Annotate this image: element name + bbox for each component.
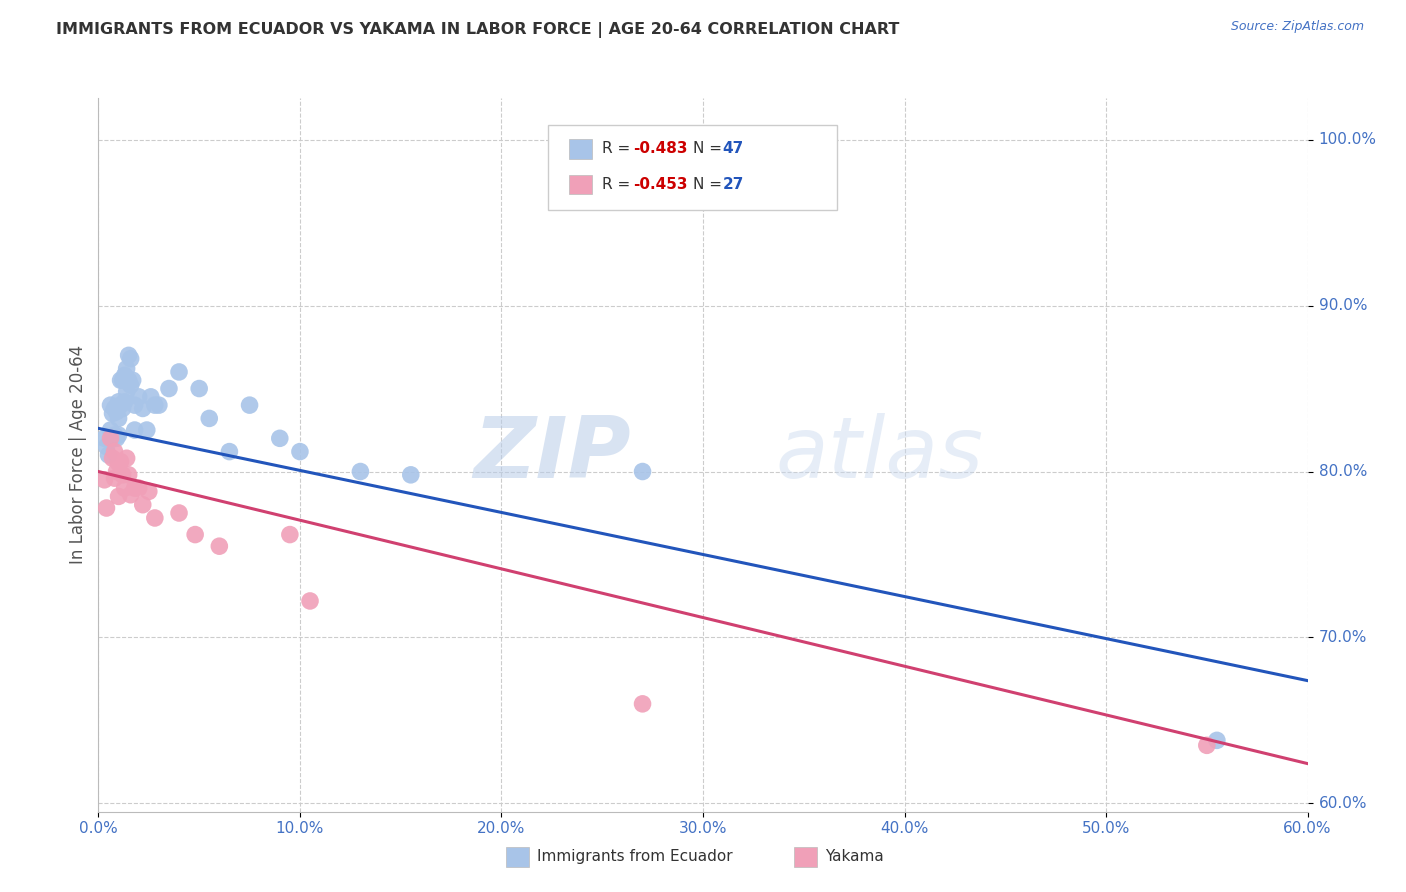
Point [110, 373, 132, 387]
Point [218, 444, 240, 458]
Text: N =: N = [693, 178, 727, 192]
Point [124, 423, 146, 437]
Point [100, 431, 122, 445]
Point [97, 448, 120, 462]
Text: 90.0%: 90.0% [1319, 298, 1367, 313]
Point [93, 431, 115, 445]
Text: 27: 27 [723, 178, 744, 192]
Point [110, 398, 132, 412]
Point [114, 481, 136, 495]
Point [631, 465, 654, 479]
Point [107, 394, 129, 409]
Text: -0.453: -0.453 [633, 178, 688, 192]
Point [96, 440, 118, 454]
Point [132, 498, 155, 512]
Point [128, 390, 150, 404]
Point [101, 406, 124, 420]
Point [120, 488, 142, 502]
Point [111, 401, 134, 416]
Point [118, 467, 141, 482]
Point [198, 411, 221, 425]
Point [115, 451, 138, 466]
Text: -0.483: -0.483 [633, 142, 688, 156]
Point [132, 401, 155, 416]
Text: R =: R = [602, 142, 636, 156]
Point [128, 481, 150, 495]
Text: IMMIGRANTS FROM ECUADOR VS YAKAMA IN LABOR FORCE | AGE 20-64 CORRELATION CHART: IMMIGRANTS FROM ECUADOR VS YAKAMA IN LAB… [56, 22, 900, 38]
Point [107, 456, 129, 470]
Point [157, 382, 180, 396]
Point [167, 506, 190, 520]
Point [148, 398, 170, 412]
Point [105, 465, 128, 479]
Point [299, 594, 322, 608]
Point [100, 398, 122, 412]
Point [124, 481, 146, 495]
Point [239, 398, 262, 412]
Point [96, 501, 118, 516]
Text: 70.0%: 70.0% [1319, 630, 1367, 645]
Point [103, 471, 125, 485]
Point [1195, 739, 1218, 753]
Text: Immigrants from Ecuador: Immigrants from Ecuador [537, 849, 733, 863]
Point [139, 390, 162, 404]
Point [184, 527, 207, 541]
Point [105, 405, 128, 419]
Point [188, 382, 211, 396]
Point [269, 431, 291, 445]
Text: 100.0%: 100.0% [1319, 132, 1376, 147]
Point [118, 348, 141, 362]
Point [115, 361, 138, 376]
Point [208, 539, 231, 553]
Point [399, 467, 422, 482]
Point [278, 527, 301, 541]
Point [93, 473, 115, 487]
Point [101, 451, 124, 466]
Text: N =: N = [693, 142, 727, 156]
Text: atlas: atlas [776, 413, 984, 497]
Point [105, 431, 128, 445]
Point [115, 384, 138, 399]
Point [349, 465, 371, 479]
Point [100, 423, 122, 437]
Point [103, 444, 125, 458]
Point [110, 454, 132, 468]
Point [143, 398, 166, 412]
Point [167, 365, 190, 379]
Point [135, 423, 157, 437]
Text: R =: R = [602, 178, 636, 192]
Text: Yakama: Yakama [825, 849, 884, 863]
Point [120, 378, 142, 392]
Text: 47: 47 [723, 142, 744, 156]
Point [103, 428, 125, 442]
Point [124, 398, 146, 412]
Text: 80.0%: 80.0% [1319, 464, 1367, 479]
Point [120, 351, 142, 366]
Point [101, 431, 124, 445]
Y-axis label: In Labor Force | Age 20-64: In Labor Force | Age 20-64 [69, 345, 87, 565]
Point [143, 511, 166, 525]
Text: 60.0%: 60.0% [1319, 796, 1367, 811]
Point [107, 428, 129, 442]
Point [118, 373, 141, 387]
Point [1206, 733, 1229, 747]
Point [107, 411, 129, 425]
Point [138, 484, 160, 499]
Text: Source: ZipAtlas.com: Source: ZipAtlas.com [1230, 20, 1364, 33]
Point [114, 368, 136, 383]
Point [107, 490, 129, 504]
Point [103, 401, 125, 416]
Text: ZIP: ZIP [472, 413, 630, 497]
Point [288, 444, 311, 458]
Point [121, 373, 143, 387]
Point [111, 373, 134, 387]
Point [114, 394, 136, 409]
Point [631, 697, 654, 711]
Point [111, 467, 134, 482]
